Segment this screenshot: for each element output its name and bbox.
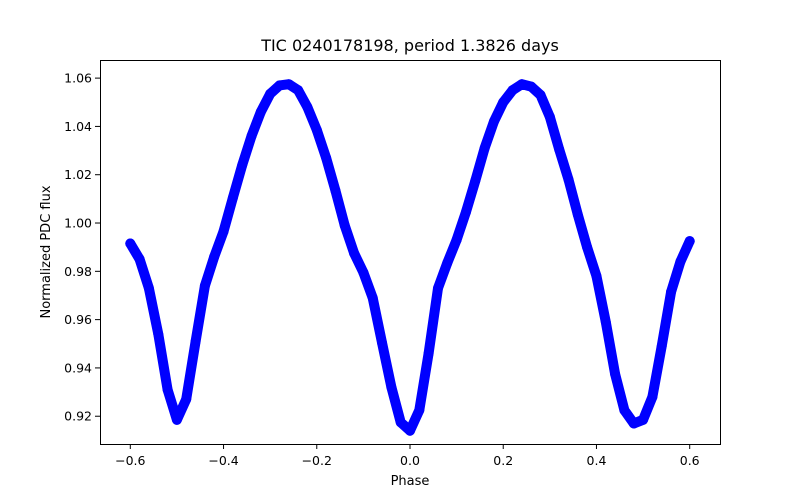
data-point <box>395 417 406 428</box>
y-tick-label: 0.96 <box>64 312 92 327</box>
data-point <box>358 267 369 278</box>
plot-frame <box>100 60 721 445</box>
data-point <box>554 144 565 155</box>
data-point <box>433 283 443 294</box>
data-point <box>544 111 555 122</box>
data-point <box>526 81 537 92</box>
data-point <box>582 242 593 253</box>
chart-title: TIC 0240178198, period 1.3826 days <box>260 36 559 55</box>
data-point <box>349 248 360 259</box>
y-tick-label: 1.02 <box>64 167 92 182</box>
data-point <box>209 251 220 262</box>
data-point <box>610 369 621 379</box>
data-point <box>330 185 341 196</box>
data-point <box>283 79 294 90</box>
data-point <box>265 88 276 99</box>
data-point <box>591 271 602 282</box>
data-point <box>488 116 499 127</box>
x-axis: −0.6 −0.4 −0.2 0.0 0.2 0.4 0.6 <box>115 444 700 468</box>
data-point <box>572 209 583 220</box>
x-axis-label: Phase <box>391 474 430 489</box>
data-point <box>386 382 397 393</box>
data-point <box>600 317 611 327</box>
x-tick-label: 0.4 <box>587 453 607 468</box>
y-tick-label: 1.06 <box>64 71 92 86</box>
data-point <box>339 220 350 231</box>
data-point <box>237 160 248 171</box>
data-point <box>274 80 285 91</box>
data-point <box>479 143 490 154</box>
data-point <box>162 384 173 395</box>
data-point <box>675 256 686 267</box>
data-point <box>423 348 434 359</box>
data-point <box>227 192 238 203</box>
y-axis: 0.92 0.94 0.96 0.98 1.00 1.02 1.04 1.06 <box>64 71 100 424</box>
data-point <box>666 286 677 297</box>
data-point <box>367 292 378 303</box>
data-point <box>628 418 639 429</box>
data-point <box>507 85 518 96</box>
data-point <box>293 85 304 96</box>
data-point <box>460 207 471 218</box>
series-0 <box>125 79 695 436</box>
data-point <box>255 106 266 117</box>
data-point <box>516 79 527 90</box>
data-point <box>246 131 257 142</box>
y-axis-label: Normalized PDC flux <box>39 185 54 318</box>
data-point <box>377 337 387 348</box>
y-tick-label: 0.92 <box>64 409 92 424</box>
data-point <box>535 90 546 100</box>
x-tick-label: −0.6 <box>115 453 145 468</box>
y-tick-label: 0.94 <box>64 360 92 375</box>
y-tick-label: 1.00 <box>64 216 92 231</box>
data-point <box>302 102 313 113</box>
data-point <box>563 174 574 185</box>
data-point <box>125 238 136 249</box>
x-tick-label: 0.0 <box>400 453 420 468</box>
plot-area <box>125 79 695 436</box>
x-tick-label: 0.6 <box>680 453 700 468</box>
data-point <box>181 394 192 405</box>
x-tick-label: 0.2 <box>493 453 513 468</box>
data-point <box>143 283 154 294</box>
data-point <box>218 226 229 237</box>
x-tick-label: −0.2 <box>302 453 332 468</box>
data-point <box>656 341 667 352</box>
data-point <box>171 414 182 425</box>
data-point <box>414 405 425 416</box>
data-point <box>684 236 695 247</box>
data-point <box>442 257 453 268</box>
data-point <box>405 425 415 436</box>
x-tick-label: −0.4 <box>208 453 238 468</box>
data-point <box>134 254 145 265</box>
data-point <box>470 175 481 186</box>
y-tick-label: 0.98 <box>64 264 92 279</box>
data-point <box>619 405 630 416</box>
data-point <box>638 414 649 425</box>
data-point <box>311 125 322 135</box>
data-point <box>153 329 164 340</box>
data-point <box>647 391 658 402</box>
data-point <box>321 152 332 163</box>
y-tick-label: 1.04 <box>64 119 92 134</box>
data-point <box>199 280 210 291</box>
data-point <box>498 97 509 108</box>
data-point <box>451 234 462 245</box>
data-point <box>190 336 201 347</box>
